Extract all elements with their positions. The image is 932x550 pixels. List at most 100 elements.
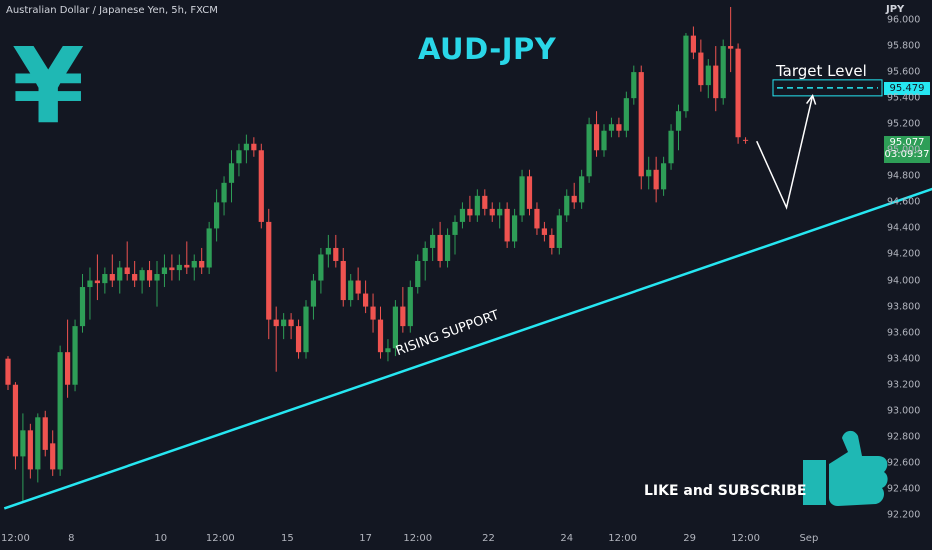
candle[interactable] [79, 274, 86, 333]
candle[interactable] [705, 59, 711, 99]
candle[interactable] [199, 247, 205, 275]
candle[interactable] [653, 156, 659, 203]
candle[interactable] [273, 306, 279, 372]
candle[interactable] [392, 300, 398, 357]
candle[interactable] [586, 117, 592, 183]
candle[interactable] [713, 46, 719, 112]
candle[interactable] [519, 169, 525, 222]
candle[interactable] [35, 413, 41, 483]
candle[interactable] [124, 241, 130, 281]
candle[interactable] [355, 267, 361, 301]
candle[interactable] [720, 39, 726, 105]
candle[interactable] [735, 43, 741, 144]
candle[interactable] [593, 111, 600, 157]
candle[interactable] [690, 26, 696, 60]
candle[interactable] [646, 156, 652, 190]
candle[interactable] [601, 124, 607, 157]
candle[interactable] [675, 104, 682, 151]
candle[interactable] [370, 293, 376, 333]
candle[interactable] [452, 215, 458, 255]
candle[interactable] [683, 33, 689, 118]
candle[interactable] [102, 267, 108, 294]
candle[interactable] [459, 202, 466, 229]
candle[interactable] [258, 143, 264, 229]
candle[interactable] [206, 221, 212, 275]
candle[interactable] [400, 287, 406, 333]
candle[interactable] [377, 306, 384, 359]
candle[interactable] [668, 124, 674, 170]
candle[interactable] [295, 319, 302, 359]
candle[interactable] [489, 202, 495, 222]
candle[interactable] [742, 137, 749, 144]
candle[interactable] [430, 228, 436, 261]
candle[interactable] [385, 339, 391, 362]
candle[interactable] [467, 195, 473, 222]
candle[interactable] [5, 356, 11, 390]
candle[interactable] [422, 241, 428, 281]
candle[interactable] [12, 382, 19, 470]
candle[interactable] [482, 189, 488, 216]
candle[interactable] [623, 91, 629, 138]
candle[interactable] [444, 228, 451, 268]
candle[interactable] [117, 260, 123, 294]
candle[interactable] [541, 221, 547, 242]
candle[interactable] [94, 254, 100, 301]
candle[interactable] [72, 319, 78, 392]
candle[interactable] [608, 117, 615, 138]
candle[interactable] [325, 234, 331, 268]
candle[interactable] [146, 260, 153, 288]
candle[interactable] [616, 117, 622, 138]
candle[interactable] [109, 254, 115, 288]
candle[interactable] [348, 274, 354, 307]
candle[interactable] [340, 247, 346, 307]
candle[interactable] [698, 39, 704, 92]
candle[interactable] [236, 143, 242, 177]
candle[interactable] [407, 280, 413, 333]
candle[interactable] [549, 228, 555, 255]
candle[interactable] [318, 247, 324, 294]
candle[interactable] [132, 260, 138, 288]
candle[interactable] [564, 189, 570, 222]
candle[interactable] [504, 202, 510, 248]
candle[interactable] [661, 156, 667, 196]
candle[interactable] [497, 202, 503, 229]
candle[interactable] [169, 254, 175, 281]
candle[interactable] [251, 137, 257, 157]
candle[interactable] [281, 313, 287, 340]
candle[interactable] [243, 134, 249, 164]
candle[interactable] [184, 241, 190, 275]
candle[interactable] [87, 267, 93, 320]
candle[interactable] [266, 208, 272, 340]
candle[interactable] [579, 169, 585, 209]
candle[interactable] [191, 254, 197, 281]
candle[interactable] [631, 65, 637, 105]
candle[interactable] [42, 410, 48, 457]
candle[interactable] [221, 176, 227, 216]
candle[interactable] [139, 267, 145, 294]
candle[interactable] [415, 254, 421, 294]
candle[interactable] [214, 189, 220, 242]
candle[interactable] [437, 221, 443, 268]
candle[interactable] [228, 150, 235, 203]
candle[interactable] [363, 280, 369, 314]
candle[interactable] [303, 300, 309, 359]
candle[interactable] [176, 254, 182, 281]
candle[interactable] [534, 202, 540, 235]
candle[interactable] [50, 430, 56, 476]
candle[interactable] [638, 65, 644, 190]
candle[interactable] [310, 274, 317, 320]
candle[interactable] [161, 254, 168, 288]
candle[interactable] [512, 208, 518, 248]
candle[interactable] [728, 6, 734, 73]
candle[interactable] [474, 189, 480, 222]
candle[interactable] [556, 208, 562, 255]
candle[interactable] [288, 313, 294, 340]
candle[interactable] [27, 423, 33, 479]
candle[interactable] [333, 234, 339, 268]
candle[interactable] [20, 413, 26, 502]
candle[interactable] [65, 319, 71, 398]
candle[interactable] [526, 169, 533, 216]
candle[interactable] [154, 260, 160, 307]
